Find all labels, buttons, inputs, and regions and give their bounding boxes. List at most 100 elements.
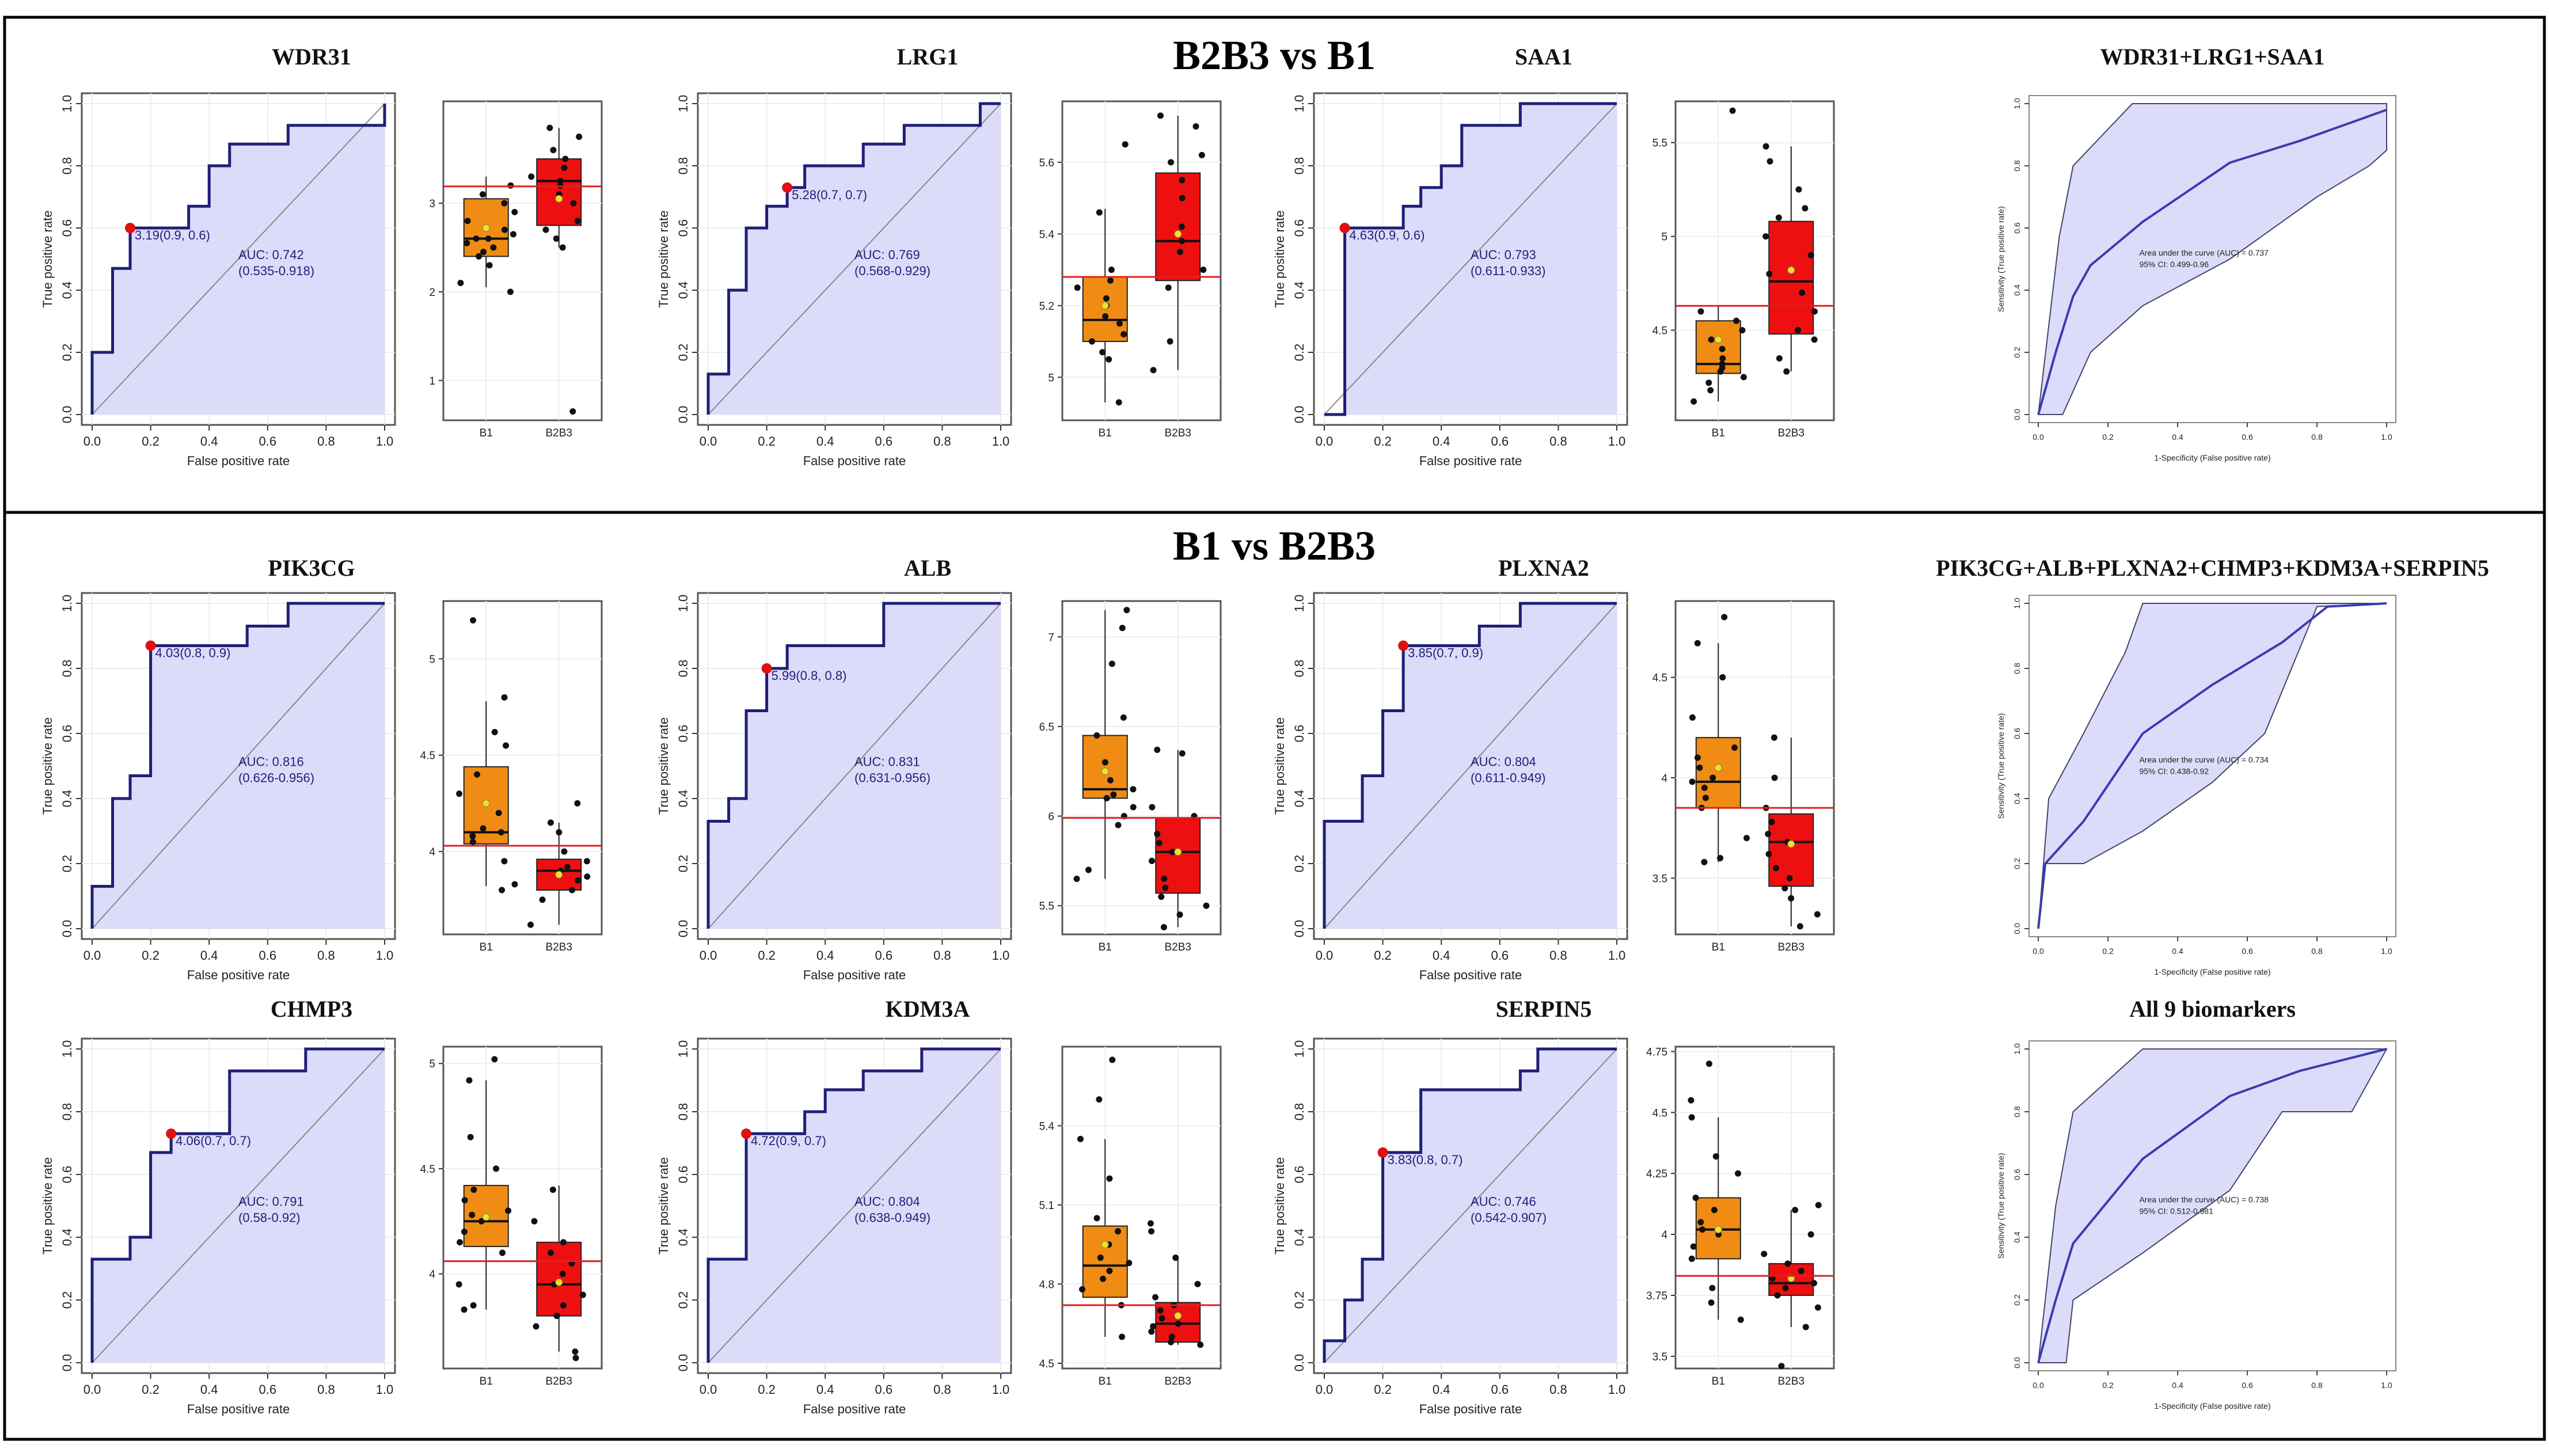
box-data-point [1762,233,1769,240]
box-data-point [1802,205,1809,212]
box-data-point [553,1313,560,1320]
roc-curve [1324,102,1617,416]
box-y-tick-label: 3.5 [1653,1351,1667,1363]
box-y-tick-label: 4.5 [420,750,435,762]
box-data-point [548,1249,554,1256]
box-y-tick-label: 4.8 [1039,1279,1054,1291]
roc-y-axis-label: True positive rate [1272,210,1287,307]
panel-title-saa1: SAA1 [1515,44,1572,70]
box-data-point [1694,754,1701,761]
roc-x-tick-label: 1.0 [992,434,1010,448]
box-data-point [1807,252,1814,258]
box-data-point [461,1229,468,1235]
roc-y-axis-label: True positive rate [1272,717,1287,815]
roc-x-tick-label: 0.8 [933,434,951,448]
box-data-point [469,832,476,839]
box-data-point [507,288,514,295]
box-data-point [528,173,535,180]
roc-y-tick-label: 0.4 [1292,790,1306,808]
box-data-point [1158,894,1165,900]
roc-x-tick-label: 0.4 [200,1382,218,1397]
roc-diagonal [708,603,1001,929]
box-x-tick-label: B1 [1099,1375,1112,1387]
roc-x-axis-label: False positive rate [803,968,906,982]
box-data-point [542,226,549,233]
roc-curve [706,602,1001,929]
box-data-point [1739,327,1746,334]
box-data-point [1120,331,1127,338]
box-y-tick-label: 4.5 [1653,672,1667,685]
box-x-tick-label: B1 [1712,427,1725,439]
box-data-point [1740,374,1747,381]
combo-y-tick-label: 0.2 [2012,1294,2022,1306]
roc-x-tick-label: 0.8 [1549,1382,1567,1397]
roc-y-tick-label: 0.4 [60,282,74,299]
roc-auc-label: AUC: 0.769 [854,248,920,262]
box-data-point [556,829,563,836]
roc-y-tick-label: 0.6 [60,725,74,743]
box-data-point [1093,1215,1100,1222]
roc-cutoff-label: 4.03(0.8, 0.9) [155,645,231,660]
panel-title-combo-1: WDR31+LRG1+SAA1 [2100,44,2324,70]
box-data-point [511,208,518,215]
box-data-point [510,231,516,238]
combo-x-tick-label: 1.0 [2381,432,2392,442]
roc-ci-label: (0.568-0.929) [854,264,930,278]
box-data-point [1130,804,1137,811]
box-data-point [572,1355,579,1362]
box-data-point [1774,1292,1781,1299]
box-data-point [485,235,492,242]
roc-y-tick-label: 0.2 [1292,855,1306,873]
box-mean-marker [482,799,490,807]
box-data-point [1116,320,1123,327]
box-data-point [1767,158,1773,165]
box-y-tick-label: 5.1 [1039,1200,1054,1212]
roc-y-tick-label: 0.6 [1292,1166,1306,1184]
roc-y-tick-label: 0.0 [676,406,690,424]
roc-curve [1323,602,1617,929]
box-data-point [1119,625,1126,632]
box-data-point [473,771,480,778]
box-data-point [1150,367,1157,374]
roc-x-tick-label: 0.4 [816,1382,834,1397]
roc-diagonal [1324,103,1617,415]
roc-y-tick-label: 0.8 [676,157,690,175]
box-data-point [1115,399,1122,406]
roc-diagonal [92,603,385,929]
roc-y-tick-label: 0.2 [60,1291,74,1309]
box-data-point [1708,1299,1715,1306]
combo-x-tick-label: 0.6 [2242,946,2253,956]
roc-cutoff-label: 5.28(0.7, 0.7) [792,188,867,202]
box-data-point [1154,831,1161,838]
box-data-point [1729,107,1736,114]
box-data-point [1123,607,1130,614]
roc-y-tick-label: 0.2 [1292,1291,1306,1309]
roc-diagonal [92,1048,385,1363]
roc-panel-pik3cg: 4.03(0.8, 0.9) AUC: 0.816 (0.626-0.956) 0.0… [40,592,396,982]
roc-x-tick-label: 0.8 [1549,434,1567,448]
box-data-point [1761,1250,1768,1257]
box-data-point [1172,1254,1179,1261]
roc-cutoff-point [741,1128,752,1139]
combo-x-tick-label: 1.0 [2381,946,2392,956]
box-data-point [1771,734,1777,741]
box-y-tick-label: 4.75 [1646,1046,1667,1058]
box-data-point [469,838,476,845]
combo-y-tick-label: 0.2 [2012,858,2022,869]
roc-cutoff-point [1377,1147,1388,1158]
box-data-point [455,1281,462,1288]
box-y-tick-label: 5 [1048,372,1054,384]
box-data-point [546,124,553,131]
box-data-point [574,800,581,807]
roc-diagonal [708,1048,1001,1363]
box-data-point [531,1218,538,1225]
box-data-point [476,253,483,260]
box-b1 [1695,320,1741,374]
roc-y-tick-label: 0.4 [60,790,74,808]
box-data-point [464,218,471,225]
roc-x-tick-label: 0.0 [1316,948,1334,963]
box-panel-wdr31: 1 2 3 B1 B2B3 [429,100,603,439]
box-data-point [1795,186,1802,193]
box-y-tick-label: 5.5 [1653,138,1667,150]
combo-auc-label: Area under the curve (AUC) = 0.734 [2139,755,2269,765]
